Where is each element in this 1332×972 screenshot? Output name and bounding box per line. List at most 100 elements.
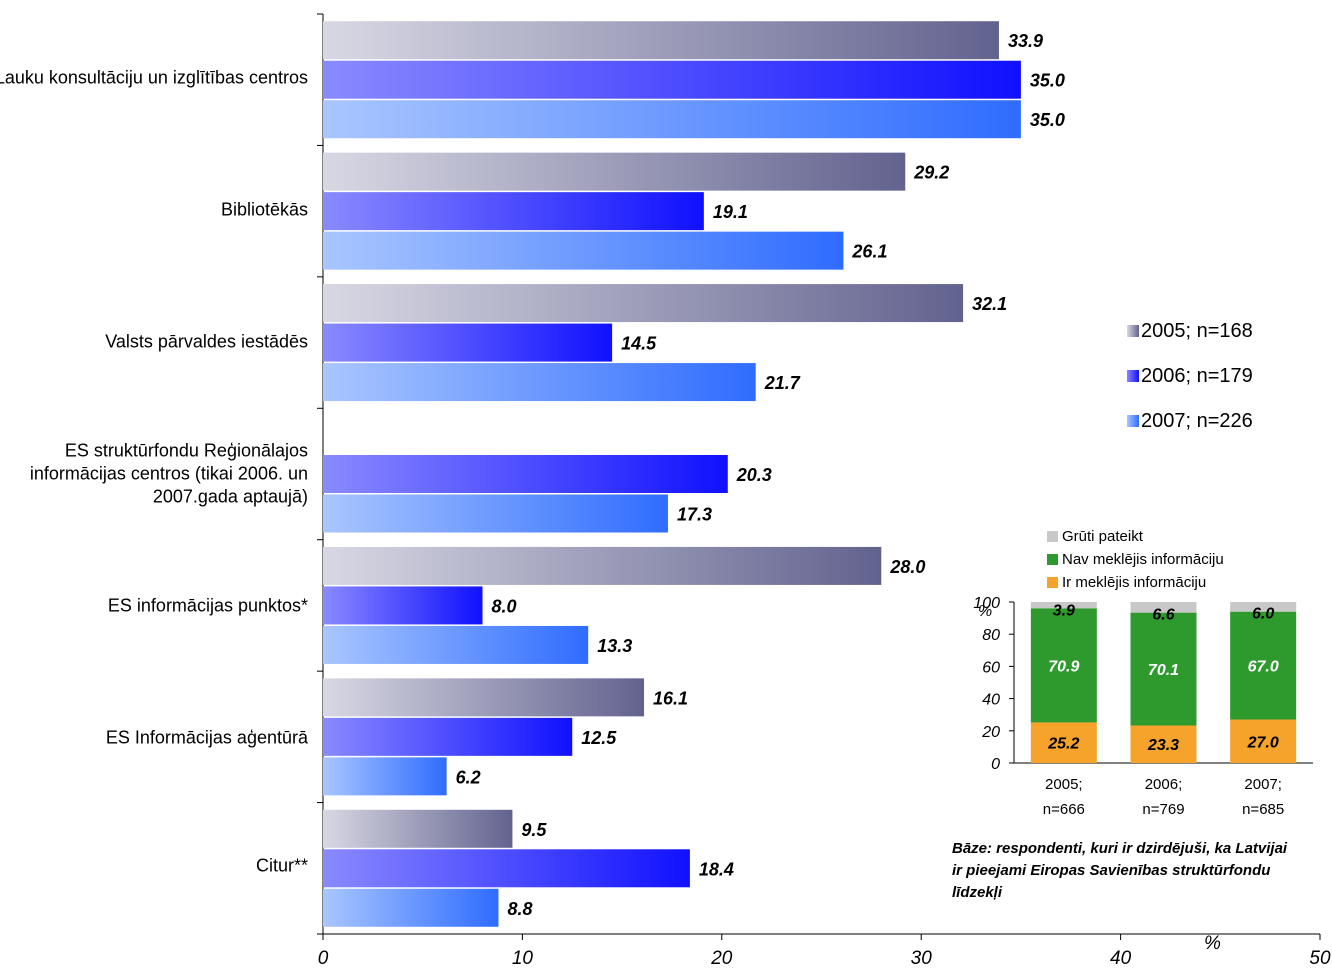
- legend-label: 2007; n=226: [1141, 409, 1253, 432]
- bar: [323, 363, 756, 402]
- x-axis-unit: %: [1204, 933, 1221, 954]
- stacked-segment: [1130, 602, 1197, 613]
- inset-y-tick-label: 40: [982, 692, 1000, 709]
- bar: [323, 494, 668, 533]
- legend-swatch-gruti: [1047, 531, 1058, 542]
- x-tick-label: 50: [1309, 948, 1331, 969]
- inset-category-label: n=666: [1043, 801, 1085, 818]
- legend-label: 2005; n=168: [1141, 319, 1253, 342]
- main-axes: 0 10 20 30 40 50: [317, 13, 1331, 969]
- data-label: 26.1: [851, 242, 887, 262]
- legend-label: Nav meklējis informāciju: [1062, 550, 1224, 568]
- legend-item: 2005; n=168: [1127, 308, 1253, 353]
- x-tick-label: 40: [1110, 948, 1132, 969]
- inset-category-label: 2007;: [1244, 776, 1282, 793]
- stacked-segment: [1030, 602, 1097, 609]
- legend-item: 2007; n=226: [1127, 398, 1253, 443]
- data-label: 20.3: [736, 465, 772, 485]
- data-label: 13.3: [597, 636, 632, 656]
- bar: [323, 678, 645, 717]
- segment-label: 23.3: [1147, 737, 1179, 754]
- inset-category-label: n=769: [1142, 801, 1184, 818]
- bar: [323, 757, 447, 796]
- data-label: 19.1: [713, 202, 748, 222]
- legend-item: Nav meklējis informāciju: [1047, 548, 1224, 571]
- inset-y-tick-label: 20: [981, 724, 1000, 741]
- bar: [323, 849, 690, 888]
- data-label: 29.2: [913, 163, 949, 183]
- data-label: 12.5: [581, 728, 617, 748]
- bar: [323, 888, 499, 927]
- data-label: 8.0: [492, 596, 517, 616]
- stacked-segment: [1130, 725, 1197, 763]
- data-label: 8.8: [507, 899, 532, 919]
- legend-swatch-2005: [1127, 324, 1139, 337]
- legend-swatch-2007: [1127, 414, 1139, 427]
- bar: [323, 809, 513, 848]
- category-label: ES informācijas punktos*: [107, 595, 308, 616]
- data-label: 9.5: [521, 820, 547, 840]
- base-note: Bāze: respondenti, kuri ir dzirdējuši, k…: [952, 840, 1288, 901]
- category-label: Bibliotēkās: [220, 199, 308, 220]
- bar: [323, 152, 906, 191]
- legend-item: 2006; n=179: [1127, 353, 1253, 398]
- inset-y-tick-label: 80: [982, 627, 1000, 644]
- data-label: 17.3: [677, 505, 712, 525]
- legend-label: Ir meklējis informāciju: [1062, 573, 1207, 591]
- data-label: 35.0: [1030, 71, 1065, 91]
- inset-y-tick-label: 0: [991, 756, 1000, 773]
- category-label: Lauku konsultāciju un izglītības centros: [0, 67, 308, 88]
- bar: [323, 546, 882, 585]
- segment-label: 70.1: [1148, 662, 1179, 679]
- stacked-segment: [1130, 612, 1197, 726]
- segment-label: 67.0: [1248, 659, 1279, 676]
- inset-category-label: 2005;: [1045, 776, 1083, 793]
- inset-category-label: n=685: [1242, 801, 1284, 818]
- data-label: 6.2: [456, 767, 481, 787]
- segment-label: 25.2: [1047, 736, 1079, 753]
- segment-label: 6.0: [1252, 606, 1274, 623]
- segment-label: 3.9: [1053, 602, 1075, 619]
- stacked-segment: [1230, 602, 1297, 612]
- bar: [323, 60, 1021, 99]
- bar: [323, 625, 589, 664]
- segment-label: 70.9: [1048, 658, 1079, 675]
- bar: [323, 284, 964, 323]
- bar: [323, 21, 999, 60]
- bar: [323, 231, 844, 270]
- stacked-segment: [1230, 611, 1297, 720]
- stacked-segment: [1230, 719, 1297, 763]
- segment-label: 27.0: [1247, 734, 1279, 751]
- x-tick-label: 10: [512, 948, 534, 969]
- segment-label: 6.6: [1152, 607, 1174, 624]
- x-tick-label: 30: [911, 948, 933, 969]
- legend-item: Grūti pateikt: [1047, 525, 1224, 548]
- inset-y-tick-label: 60: [982, 659, 1000, 676]
- bar: [323, 100, 1021, 139]
- category-label: ES struktūrfondu Reģionālajos informācij…: [29, 440, 308, 507]
- data-label: 14.5: [621, 334, 657, 354]
- inset-legend: Grūti pateikt Nav meklējis informāciju I…: [1047, 525, 1224, 594]
- data-label: 35.0: [1030, 110, 1065, 130]
- inset-category-label: 2006;: [1145, 776, 1183, 793]
- inset-y-tick-label: 100: [973, 595, 1000, 612]
- data-label: 28.0: [889, 557, 925, 577]
- bar: [323, 586, 483, 625]
- legend-swatch-nav: [1047, 554, 1058, 565]
- stacked-segment: [1030, 722, 1097, 763]
- legend-label: Grūti pateikt: [1062, 527, 1143, 545]
- bar: [323, 717, 573, 756]
- category-label: Citur**: [255, 855, 308, 876]
- inset-chart: 0 20 40 60 80 100 25.2 70.9 3.9 2005; n=666 23.3 70.…: [973, 595, 1313, 818]
- bar: [323, 192, 704, 231]
- data-label: 32.1: [972, 294, 1007, 314]
- x-tick-label: 0: [318, 948, 329, 969]
- legend-swatch-ir: [1047, 577, 1058, 588]
- data-label: 33.9: [1008, 31, 1043, 51]
- stacked-segment: [1030, 608, 1097, 723]
- legend-item: Ir meklējis informāciju: [1047, 571, 1224, 594]
- main-legend: 2005; n=168 2006; n=179 2007; n=226: [1127, 308, 1253, 443]
- inset-y-axis-unit: %: [978, 603, 993, 620]
- category-label: Valsts pārvaldes iestādēs: [105, 331, 308, 352]
